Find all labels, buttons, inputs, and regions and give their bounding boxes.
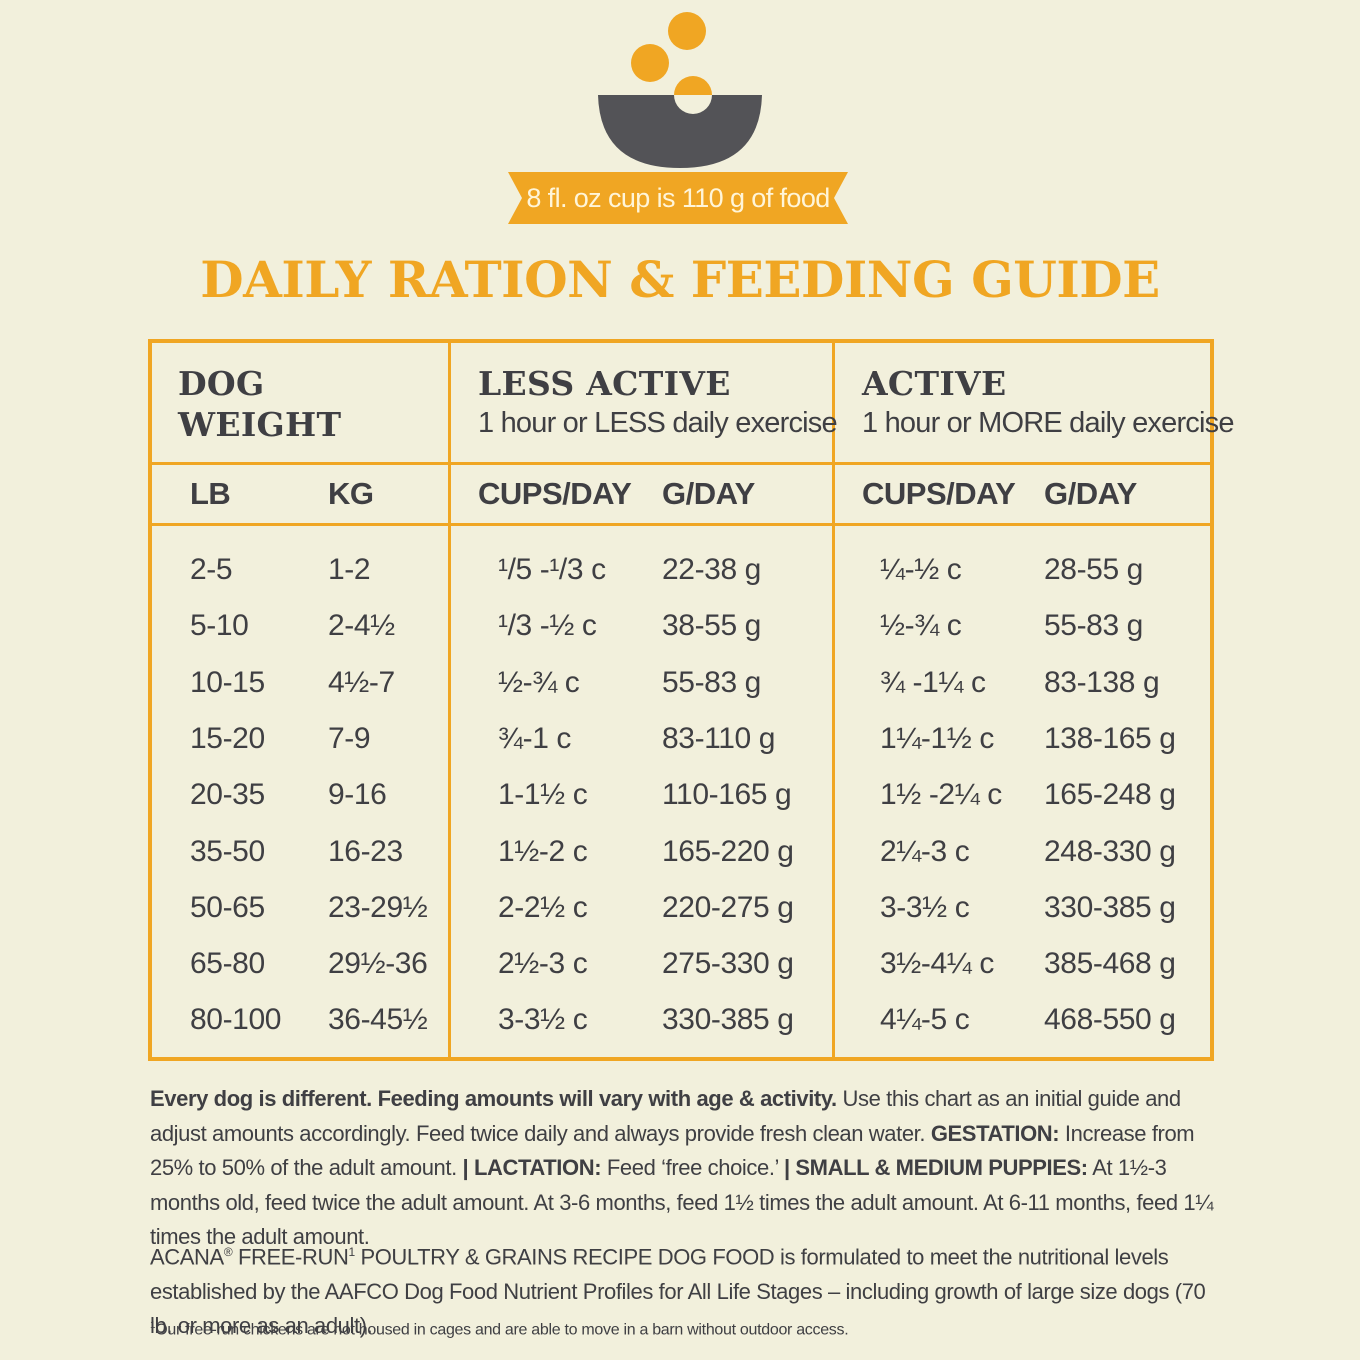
table-cell: 4½-7 <box>328 665 395 699</box>
table-cell: ½-¾ c <box>880 609 962 643</box>
table-cell: 15-20 <box>190 721 265 755</box>
table-cell: ¾-1 c <box>498 721 572 755</box>
table-cell: 50-65 <box>190 890 265 924</box>
table-cell: 5-10 <box>190 609 249 643</box>
table-cell: 22-38 g <box>662 553 761 586</box>
footnote-marker: 1 <box>348 1245 355 1259</box>
table-cell: 220-275 g <box>662 890 794 924</box>
table-cell: 1¼-1½ c <box>880 721 994 755</box>
table-cell: 3-3½ c <box>880 890 970 924</box>
footnote: 1Our free-run chickens are not housed in… <box>150 1320 1218 1339</box>
cup-banner-ribbon <box>508 172 848 224</box>
page-title: DAILY RATION & FEEDING GUIDE <box>200 250 1160 309</box>
table-cell: 468-550 g <box>1044 1003 1176 1037</box>
table-cell: 16-23 <box>328 834 403 868</box>
column-header: CUPS/DAY <box>862 476 1016 511</box>
table-cell: 248-330 g <box>1044 834 1176 868</box>
footnote-text: Our free-run chickens are not housed in … <box>155 1321 849 1339</box>
food-pellet-icon <box>674 76 712 95</box>
food-pellet-icon <box>631 44 669 82</box>
table-cell: 275-330 g <box>662 947 794 981</box>
table-cell: 65-80 <box>190 947 265 981</box>
note-emphasis: Every dog is different. Feeding amounts … <box>150 1086 837 1111</box>
group-title-dog-weight: DOG WEIGHT <box>178 364 342 444</box>
column-divider <box>448 343 451 1057</box>
column-divider <box>832 343 835 1057</box>
cup-banner-text: 8 fl. oz cup is 110 g of food <box>526 182 830 213</box>
table-cell: 2¼-3 c <box>880 834 970 868</box>
lactation-label: | LACTATION: <box>462 1155 602 1180</box>
column-header: G/DAY <box>662 476 755 511</box>
table-cell: 28-55 g <box>1044 553 1143 586</box>
group-subtitle-active: 1 hour or MORE daily exercise <box>862 407 1234 439</box>
table-cell: 38-55 g <box>662 609 761 643</box>
note-text: Feed ‘free choice.’ <box>601 1155 784 1180</box>
table-cell: 3-3½ c <box>498 1003 588 1037</box>
table-cell: 83-110 g <box>662 721 776 755</box>
aafco-statement: ACANA® FREE-RUN1 POULTRY & GRAINS RECIPE… <box>150 1235 1218 1344</box>
table-cell: 165-248 g <box>1044 778 1176 812</box>
footnote-marker: 1 <box>150 1320 156 1331</box>
table-cell: 1-2 <box>328 553 371 586</box>
row-divider <box>152 523 1210 526</box>
feeding-note: Every dog is different. Feeding amounts … <box>150 1082 1218 1255</box>
table-cell: 2-2½ c <box>498 890 588 924</box>
note-text: POULTRY & GRAINS RECIPE DOG FOOD is form… <box>150 1244 1206 1339</box>
table-cell: 20-35 <box>190 778 265 812</box>
table-cell: 1½ -2¼ c <box>880 778 1002 812</box>
column-header: CUPS/DAY <box>478 476 632 511</box>
table-cell: 4¼-5 c <box>880 1003 970 1037</box>
table-cell: ¼-½ c <box>880 553 962 586</box>
puppies-label: | SMALL & MEDIUM PUPPIES: <box>783 1155 1088 1180</box>
table-cell: 29½-36 <box>328 947 428 981</box>
group-title-less-active: LESS ACTIVE <box>478 364 731 403</box>
table-cell: 330-385 g <box>662 1003 794 1037</box>
table-cell: 2-4½ <box>328 609 395 643</box>
registered-mark: ® <box>223 1245 233 1259</box>
table-cell: ½-¾ c <box>498 665 580 699</box>
table-cell: 138-165 g <box>1044 721 1176 755</box>
row-divider <box>152 462 1210 465</box>
table-cell: 110-165 g <box>662 778 792 812</box>
note-text: Increase from 25% to 50% of the adult am… <box>150 1120 1195 1181</box>
table-cell: 35-50 <box>190 834 265 868</box>
group-subtitle-less-active: 1 hour or LESS daily exercise <box>478 407 838 439</box>
gestation-label: GESTATION: <box>930 1120 1060 1146</box>
table-cell: 36-45½ <box>328 1003 428 1037</box>
table-cell: 55-83 g <box>1044 609 1143 643</box>
table-cell: 2½-3 c <box>498 947 588 981</box>
table-cell: 2-5 <box>190 553 233 586</box>
note-text: Use this chart as an initial guide and a… <box>150 1086 1181 1146</box>
table-cell: ¾ -1¼ c <box>880 665 986 699</box>
table-cell: 330-385 g <box>1044 890 1176 924</box>
group-title-active: ACTIVE <box>862 364 1007 403</box>
table-cell: 165-220 g <box>662 834 794 868</box>
table-cell: 23-29½ <box>328 890 428 924</box>
bowl-shape <box>598 95 762 168</box>
table-cell: 1½-2 c <box>498 834 588 868</box>
table-cell: ¹/3 -½ c <box>498 609 597 643</box>
food-bowl-icon <box>598 12 762 168</box>
column-header: G/DAY <box>1044 476 1137 511</box>
table-cell: 1-1½ c <box>498 778 588 812</box>
table-cell: 10-15 <box>190 665 265 699</box>
feeding-table: DOG WEIGHT LESS ACTIVE 1 hour or LESS da… <box>148 339 1234 1061</box>
table-cell: 385-468 g <box>1044 947 1176 981</box>
table-cell: 3½-4¼ c <box>880 947 994 981</box>
table-cell: 83-138 g <box>1044 665 1160 699</box>
food-pellet-icon <box>668 12 706 50</box>
food-pellet-icon <box>674 95 712 114</box>
brand-name: ACANA <box>150 1244 224 1270</box>
table-cell: ¹/5 -¹/3 c <box>498 553 606 586</box>
table-cell: 80-100 <box>190 1003 282 1037</box>
column-header: LB <box>190 476 231 511</box>
table-cell: 9-16 <box>328 778 387 812</box>
column-header: KG <box>328 476 374 511</box>
table-cell: 7-9 <box>328 721 371 755</box>
note-text: At 1½-3 months old, feed twice the adult… <box>150 1155 1214 1249</box>
table-cell: 55-83 g <box>662 665 761 699</box>
note-text: FREE-RUN <box>232 1244 349 1270</box>
